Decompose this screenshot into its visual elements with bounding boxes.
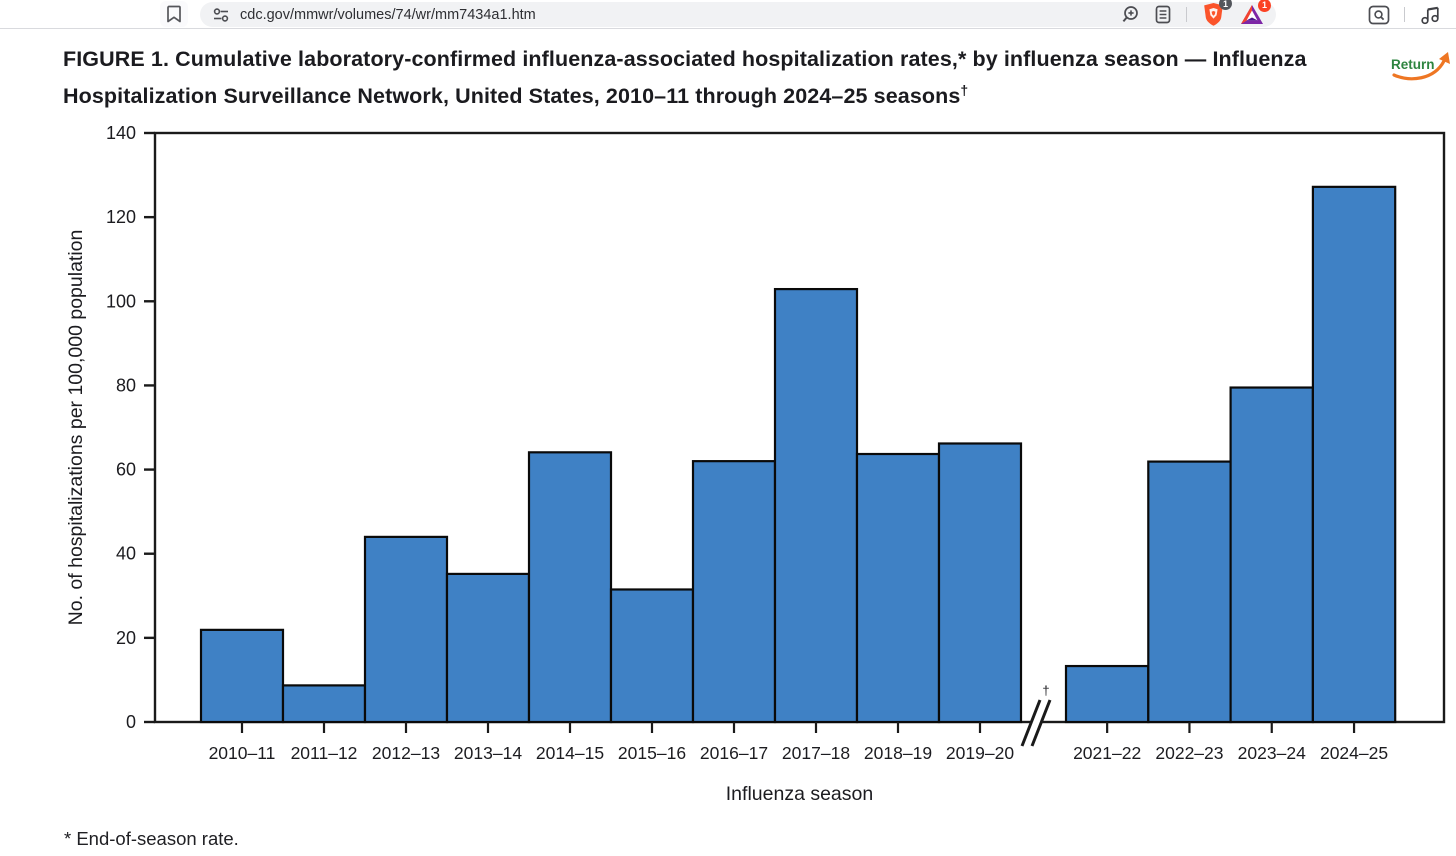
bar-2011–12 xyxy=(281,684,367,724)
bar-2022–23 xyxy=(1147,460,1232,724)
shield-badge: 1 xyxy=(1219,0,1232,10)
x-tick-label: 2018–19 xyxy=(864,743,932,763)
music-note-icon xyxy=(1421,6,1439,24)
y-tick-label: 140 xyxy=(106,123,136,143)
x-tick-label: 2015–16 xyxy=(618,743,686,763)
bookmark-icon xyxy=(167,5,181,23)
bar-2017–18 xyxy=(773,287,859,724)
toolbar-separator xyxy=(1404,7,1405,22)
x-tick-label: 2022–23 xyxy=(1155,743,1223,763)
figure-title: FIGURE 1. Cumulative laboratory-confirme… xyxy=(63,44,1375,112)
axis-break-dagger: † xyxy=(1042,683,1049,698)
rewards-badge: 1 xyxy=(1258,0,1271,12)
x-tick-label: 2012–13 xyxy=(372,743,440,763)
bar-2021–22 xyxy=(1064,664,1150,724)
x-tick-label: 2013–14 xyxy=(454,743,522,763)
y-tick-label: 80 xyxy=(116,375,136,395)
y-tick-label: 120 xyxy=(106,207,136,227)
axis-break-gap xyxy=(1023,698,1051,747)
bar-2018–19 xyxy=(855,452,941,724)
x-tick-label: 2024–25 xyxy=(1320,743,1388,763)
reader-mode-button[interactable] xyxy=(1155,5,1171,24)
return-arrow-head xyxy=(1439,52,1450,64)
zoom-in-icon xyxy=(1122,5,1138,22)
x-tick-label: 2011–12 xyxy=(291,743,358,763)
address-bar[interactable]: cdc.gov/mmwr/volumes/74/wr/mm7434a1.htm xyxy=(200,0,1276,27)
zoom-button[interactable] xyxy=(1120,5,1140,25)
bar-2010–11 xyxy=(199,628,285,724)
find-in-page-icon xyxy=(1368,5,1390,24)
url-text[interactable]: cdc.gov/mmwr/volumes/74/wr/mm7434a1.htm xyxy=(240,6,536,23)
find-in-page-button[interactable] xyxy=(1368,5,1390,25)
y-tick-label: 100 xyxy=(106,291,136,311)
reader-mode-icon xyxy=(1155,5,1171,24)
brave-rewards-button[interactable]: 1 xyxy=(1240,0,1271,26)
axis-break-slash xyxy=(1030,699,1052,747)
x-axis-title: Influenza season xyxy=(726,783,873,805)
return-link-label: Return xyxy=(1391,57,1435,72)
y-axis-title: No. of hospitalizations per 100,000 popu… xyxy=(65,230,87,626)
bookmark-button[interactable] xyxy=(160,1,188,27)
x-tick-label: 2021–22 xyxy=(1073,743,1141,763)
x-tick-label: 2016–17 xyxy=(700,743,768,763)
brave-rewards-triangle-icon xyxy=(1241,4,1263,24)
axis-break-slash xyxy=(1020,699,1042,747)
x-tick-label: 2023–24 xyxy=(1238,743,1306,763)
bar-2024–25 xyxy=(1311,185,1397,724)
address-bar-actions: 1 1 xyxy=(1120,0,1271,27)
return-arrow-icon xyxy=(1392,59,1446,81)
bar-2019–20 xyxy=(937,442,1023,724)
x-tick-label: 2010–11 xyxy=(209,743,276,763)
figure-footnote: * End-of-season rate. xyxy=(64,828,239,849)
y-tick-label: 20 xyxy=(116,628,136,648)
toolbar-right-icons xyxy=(1368,0,1441,29)
return-link[interactable]: Return xyxy=(1390,48,1452,86)
y-tick-label: 60 xyxy=(116,460,136,480)
x-tick-label: 2019–20 xyxy=(946,743,1014,763)
x-tick-label: 2014–15 xyxy=(536,743,604,763)
y-tick-label: 0 xyxy=(126,712,136,732)
x-tick-label: 2017–18 xyxy=(782,743,850,763)
figure-chart: 0 20 40 60 80 100 120 140 No. of hospitalization… xyxy=(0,115,1456,815)
browser-toolbar: cdc.gov/mmwr/volumes/74/wr/mm7434a1.htm xyxy=(0,0,1456,29)
bar-2012–13 xyxy=(363,535,449,724)
bar-chart-svg: 0 20 40 60 80 100 120 140 No. of hospitalization… xyxy=(65,123,1446,805)
tune-icon[interactable] xyxy=(212,7,230,22)
bar-2014–15 xyxy=(527,451,613,724)
figure-title-text: FIGURE 1. Cumulative laboratory-confirme… xyxy=(63,47,1307,109)
bar-2013–14 xyxy=(445,572,531,724)
brave-shield-icon xyxy=(1204,3,1223,26)
media-control-button[interactable] xyxy=(1419,4,1441,26)
figure-title-dagger: † xyxy=(960,82,969,98)
bar-2016–17 xyxy=(691,460,777,724)
y-tick-label: 40 xyxy=(116,544,136,564)
bar-2023–24 xyxy=(1229,386,1314,724)
toolbar-separator xyxy=(1186,7,1187,22)
brave-shield-button[interactable]: 1 xyxy=(1202,0,1232,27)
bar-2015–16 xyxy=(609,588,695,724)
